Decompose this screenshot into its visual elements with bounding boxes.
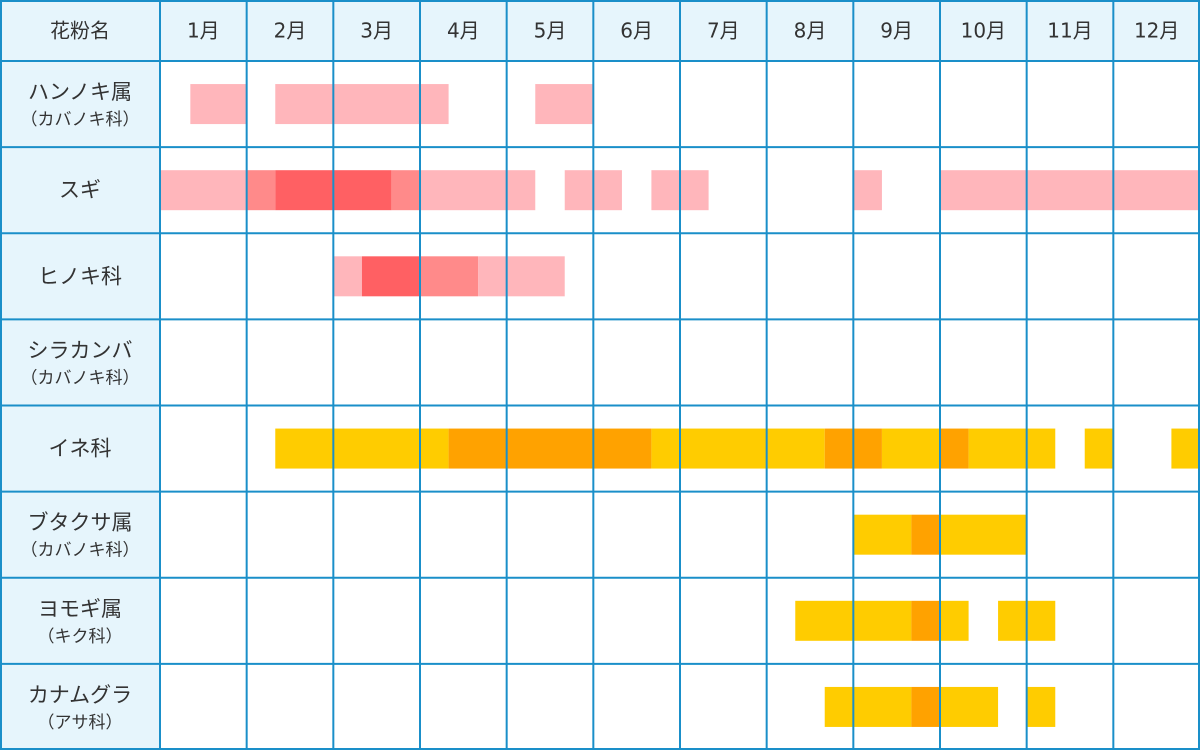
row-label: ハンノキ属 <box>28 80 132 104</box>
pollen-segment-pink_mid <box>246 170 276 211</box>
row-label: ヒノキ科 <box>38 264 122 288</box>
pollen-segment-yellow <box>853 514 912 555</box>
month-header: 9月 <box>880 19 913 43</box>
pollen-segment-orange <box>940 428 969 469</box>
pollen-segment-pink_light <box>853 170 882 211</box>
row-label: ヨモギ属 <box>38 597 122 621</box>
pollen-segment-yellow <box>1026 686 1056 727</box>
pollen-segment-pink_strong <box>361 256 420 297</box>
pollen-segment-pink_light <box>478 256 565 297</box>
row-sublabel: （キク科） <box>38 627 123 647</box>
row-sublabel: （カバノキ科） <box>21 110 140 130</box>
pollen-segment-yellow <box>940 514 1027 555</box>
month-header: 7月 <box>707 19 740 43</box>
pollen-segment-yellow <box>1171 428 1200 469</box>
month-header: 12月 <box>1134 19 1179 43</box>
pollen-segment-yellow <box>968 428 1056 469</box>
row-label: イネ科 <box>49 437 112 461</box>
pollen-segment-pink_light <box>333 256 362 297</box>
month-header: 3月 <box>360 19 393 43</box>
pollen-segment-yellow <box>824 686 912 727</box>
month-header: 5月 <box>534 19 567 43</box>
pollen-segment-pink_light <box>535 84 594 125</box>
row-sublabel: （カバノキ科） <box>21 541 140 561</box>
month-header: 11月 <box>1047 19 1092 43</box>
pollen-segment-pink_light <box>190 84 247 125</box>
month-header: 8月 <box>794 19 827 43</box>
month-header: 4月 <box>447 19 480 43</box>
row-label: ブタクサ属 <box>28 511 133 535</box>
pollen-segment-pink_light <box>275 84 449 125</box>
row-label: カナムグラ <box>28 683 132 707</box>
month-header: 6月 <box>620 19 653 43</box>
pollen-segment-orange <box>911 514 940 555</box>
row-sublabel: （カバノキ科） <box>21 368 140 388</box>
month-header: 2月 <box>274 19 307 43</box>
header-row-background <box>0 0 1200 61</box>
pollen-segment-orange <box>448 428 652 469</box>
month-header: 10月 <box>961 19 1006 43</box>
pollen-segment-yellow <box>1084 428 1114 469</box>
row-label: スギ <box>59 178 101 202</box>
pollen-segment-yellow <box>881 428 940 469</box>
pollen-segment-yellow <box>651 428 825 469</box>
header-pollen-name: 花粉名 <box>50 19 110 43</box>
pollen-segment-pink_light <box>160 170 247 211</box>
row-label: シラカンバ <box>28 338 133 362</box>
pollen-segment-pink_light <box>940 170 1200 211</box>
pollen-segment-orange <box>911 600 940 641</box>
pollen-segment-orange <box>911 686 940 727</box>
month-header: 1月 <box>187 19 220 43</box>
pollen-segment-yellow <box>940 686 999 727</box>
pollen-segment-yellow <box>275 428 449 469</box>
name-column-background <box>0 0 160 750</box>
pollen-segment-pink_mid <box>391 170 420 211</box>
pollen-segment-pink_mid <box>420 256 479 297</box>
row-sublabel: （アサ科） <box>38 713 123 733</box>
pollen-segment-yellow <box>940 600 969 641</box>
pollen-segment-pink_light <box>420 170 536 211</box>
